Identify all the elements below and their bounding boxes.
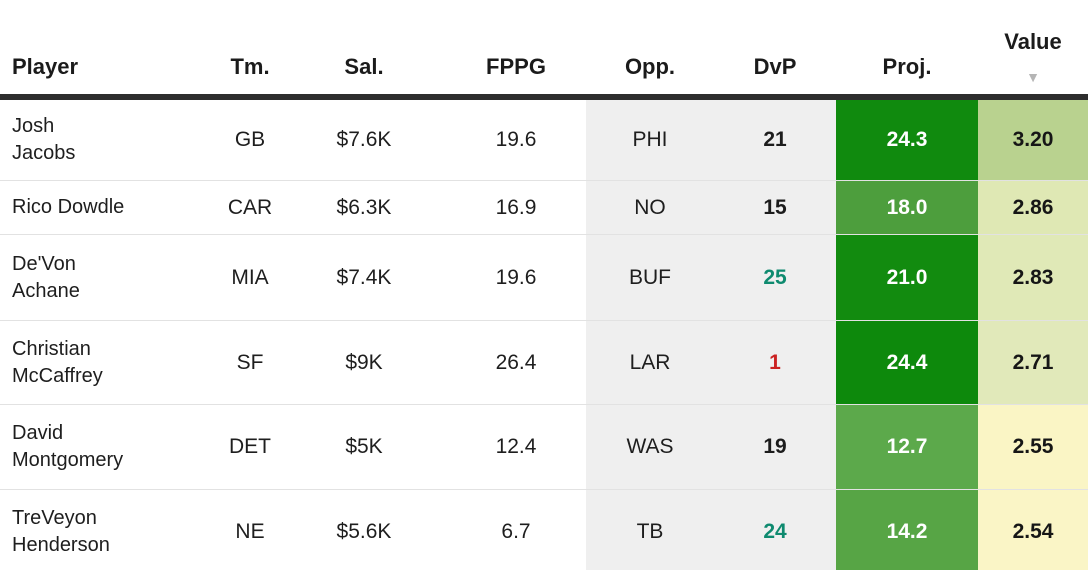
opponent-cell: NO [586,180,714,234]
table-row: De'Von Achane MIA $7.4K 19.6 BUF 25 21.0… [0,234,1088,320]
opponent-cell: PHI [586,100,714,180]
salary-cell: $5.6K [282,489,446,570]
projection-cell: 24.4 [836,320,978,404]
player-name: Christian McCaffrey [0,320,218,404]
table-header-row: Player Tm. Sal. FPPG Opp. DvP Proj. Valu… [0,0,1088,100]
player-name: Josh Jacobs [12,115,76,164]
value-cell: 2.86 [978,180,1088,234]
dvp-cell: 24 [714,489,836,570]
column-header-label: Value [1004,29,1062,54]
opponent-cell: TB [586,489,714,570]
column-header-label: DvP [753,54,797,79]
salary-cell: $7.6K [336,128,392,151]
team-cell: SF [218,320,282,404]
fppg-cell: 19.6 [446,234,586,320]
value-cell: 2.55 [978,404,1088,489]
dvp-cell: 19 [714,404,836,489]
column-header-projection[interactable]: Proj. [836,0,978,94]
fppg-cell: 6.7 [446,489,586,570]
column-header-label: Player [12,54,79,79]
fppg-cell: 12.4 [446,404,586,489]
sort-descending-icon: ▼ [1026,69,1040,85]
projection-cell: 21.0 [836,234,978,320]
opponent-cell: LAR [586,320,714,404]
team-cell: CAR [218,180,282,234]
player-name: De'Von Achane [0,234,218,320]
dvp-cell: 25 [714,234,836,320]
salary-cell: $6.3K [282,180,446,234]
projection-cell: 24.3 [836,100,978,180]
column-header-opponent[interactable]: Opp. [586,0,714,94]
player-name: TreVeyon Henderson [0,489,218,570]
salary-cell: $5K [282,404,446,489]
dvp-cell: 21 [714,100,836,180]
opponent-cell: BUF [586,234,714,320]
table-row: Rico Dowdle CAR $6.3K 16.9 NO 15 18.0 2.… [0,180,1088,234]
salary-cell: $9K [282,320,446,404]
fppg-cell: 19.6 [495,128,537,151]
value-cell: 2.71 [978,320,1088,404]
projection-cell: 18.0 [836,180,978,234]
player-name: David Montgomery [0,404,218,489]
table-row: Christian McCaffrey SF $9K 26.4 LAR 1 24… [0,320,1088,404]
value-cell: 2.83 [978,234,1088,320]
table-row: Josh Jacobs GB $7.6K 19.6 PHI 21 24.3 3.… [0,100,1088,180]
column-header-label: Sal. [344,54,384,79]
dvp-cell: 15 [714,180,836,234]
column-header-label: FPPG [486,54,546,79]
table-row: David Montgomery DET $5K 12.4 WAS 19 12.… [0,404,1088,489]
team-cell: MIA [218,234,282,320]
team-cell: NE [218,489,282,570]
team-cell: GB [234,128,266,151]
fppg-cell: 16.9 [446,180,586,234]
column-header-dvp[interactable]: DvP [714,0,836,94]
opponent-cell: WAS [586,404,714,489]
value-cell: 2.54 [978,489,1088,570]
projection-cell: 14.2 [836,489,978,570]
column-header-fppg[interactable]: FPPG [446,0,586,94]
player-name: Rico Dowdle [0,180,218,234]
column-header-value[interactable]: Value ▼ [978,0,1088,94]
dvp-cell: 1 [714,320,836,404]
table-row: TreVeyon Henderson NE $5.6K 6.7 TB 24 14… [0,489,1088,570]
column-header-player[interactable]: Player [0,0,218,94]
salary-cell: $7.4K [282,234,446,320]
column-header-team[interactable]: Tm. [218,0,282,94]
fppg-cell: 26.4 [446,320,586,404]
projection-cell: 12.7 [836,404,978,489]
value-cell: 3.20 [978,100,1088,180]
column-header-label: Tm. [230,54,270,79]
column-header-salary[interactable]: Sal. [282,0,446,94]
column-header-label: Proj. [882,54,932,79]
team-cell: DET [218,404,282,489]
column-header-label: Opp. [624,54,676,79]
